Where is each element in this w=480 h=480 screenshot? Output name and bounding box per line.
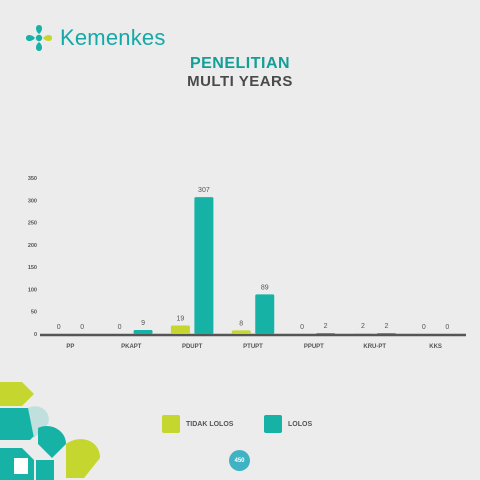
y-tick-label: 350 (28, 176, 37, 182)
data-label: 0 (300, 324, 304, 331)
decorative-shapes (0, 382, 100, 480)
bar (194, 197, 214, 334)
x-category-label: PP (66, 344, 74, 350)
x-category-label: KKS (429, 344, 442, 350)
y-tick-label: 200 (28, 243, 37, 249)
y-tick-label: 100 (28, 287, 37, 293)
legend-swatch-tidak-lolos (162, 415, 180, 433)
bar (133, 329, 153, 334)
y-tick-label: 50 (31, 310, 37, 316)
data-label: 0 (118, 324, 122, 331)
x-category-label: PTUPT (243, 344, 263, 350)
legend-swatch-lolos (264, 415, 282, 433)
data-label: 19 (176, 316, 184, 323)
data-label: 89 (261, 284, 269, 291)
data-label: 0 (80, 324, 84, 331)
kemenkes-logo-icon (26, 25, 52, 51)
y-tick-label: 300 (28, 198, 37, 204)
data-label: 0 (57, 324, 61, 331)
kemenkes-logo: Kemenkes (24, 22, 166, 54)
x-category-label: PDUPT (182, 344, 203, 350)
x-category-label: KRU-PT (363, 344, 386, 350)
bar (353, 333, 373, 334)
y-tick-label: 150 (28, 265, 37, 271)
y-tick-label: 250 (28, 221, 37, 227)
data-label: 0 (422, 324, 426, 331)
legend-item-tidak-lolos: TIDAK LOLOS (162, 415, 233, 433)
data-label: 307 (198, 187, 210, 194)
legend-item-lolos: LOLOS (264, 415, 312, 433)
x-category-label: PKAPT (121, 344, 142, 350)
bar (231, 330, 251, 334)
bar (255, 294, 275, 334)
data-label: 2 (324, 323, 328, 330)
brand-name: Kemenkes (60, 25, 166, 50)
data-label: 8 (239, 320, 243, 327)
page-title: PENELITIAN (189, 55, 291, 72)
page-number: 450 (229, 450, 250, 471)
data-label: 2 (361, 323, 365, 330)
data-label: 0 (445, 324, 449, 331)
y-tick-label: 0 (34, 332, 37, 338)
data-label: 2 (385, 323, 389, 330)
legend-label-lolos: LOLOS (288, 420, 313, 428)
legend-label-tidak-lolos: TIDAK LOLOS (186, 420, 234, 428)
bar (376, 333, 396, 334)
data-label: 9 (141, 320, 145, 327)
page-subtitle: MULTI YEARS (187, 73, 293, 90)
x-category-label: PPUPT (304, 344, 324, 350)
bar (170, 325, 190, 334)
bar (316, 333, 336, 334)
